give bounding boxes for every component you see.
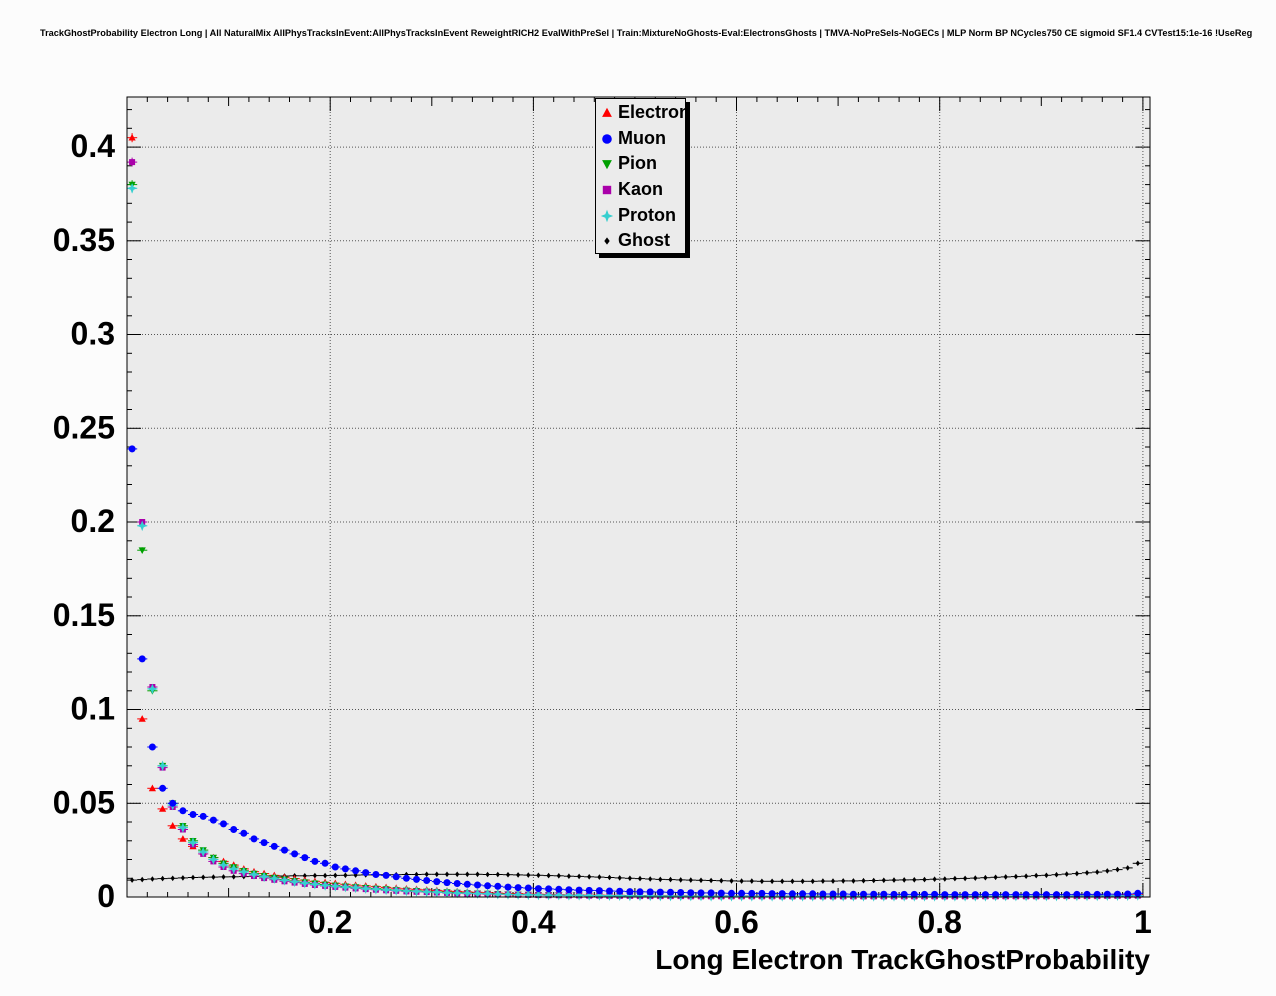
muon-marker-icon [602, 133, 612, 144]
legend-item-electron: Electron [596, 99, 690, 125]
legend-label: Proton [618, 204, 676, 225]
series-muon [127, 445, 1143, 899]
svg-text:1: 1 [1134, 904, 1152, 940]
svg-text:0.2: 0.2 [71, 503, 115, 539]
legend-label: Kaon [618, 178, 663, 199]
electron-marker-icon [602, 107, 612, 117]
svg-text:0: 0 [97, 878, 115, 914]
legend-item-kaon: Kaon [596, 176, 685, 202]
svg-text:0.8: 0.8 [917, 904, 961, 940]
kaon-marker-icon [602, 185, 612, 195]
legend-label: Muon [618, 127, 666, 148]
svg-text:0.35: 0.35 [53, 222, 115, 258]
x-axis-title: Long Electron TrackGhostProbability [655, 944, 1150, 975]
legend-item-ghost: Ghost [596, 227, 685, 253]
svg-text:0.4: 0.4 [511, 904, 556, 940]
legend-label: Ghost [618, 230, 670, 251]
plot-title: TrackGhostProbability Electron Long | Al… [40, 28, 1253, 38]
legend-item-muon: Muon [596, 125, 685, 151]
svg-text:0.3: 0.3 [71, 316, 115, 352]
legend-item-pion: Pion [596, 150, 685, 176]
proton-marker-icon [600, 209, 614, 222]
svg-text:0.6: 0.6 [714, 904, 758, 940]
x-tick-labels: 0.2 0.4 0.6 0.8 1 [308, 904, 1152, 940]
svg-text:0.25: 0.25 [53, 409, 115, 445]
legend-label: Electron [618, 101, 691, 122]
svg-text:0.1: 0.1 [71, 691, 115, 727]
legend-item-proton: Proton [596, 202, 685, 228]
svg-text:0.15: 0.15 [53, 597, 115, 633]
y-tick-labels: 0 0.05 0.1 0.15 0.2 0.25 0.3 0.35 0.4 [53, 128, 115, 914]
legend-label: Pion [618, 153, 657, 174]
pion-marker-icon [602, 160, 612, 170]
legend: Electron Muon Pion Kaon Proton Ghost [595, 98, 690, 254]
ghost-marker-icon [604, 237, 610, 245]
svg-text:0.4: 0.4 [71, 128, 116, 164]
svg-text:0.05: 0.05 [53, 784, 115, 820]
svg-text:0.2: 0.2 [308, 904, 352, 940]
plot-frame-border [126, 96, 1151, 898]
